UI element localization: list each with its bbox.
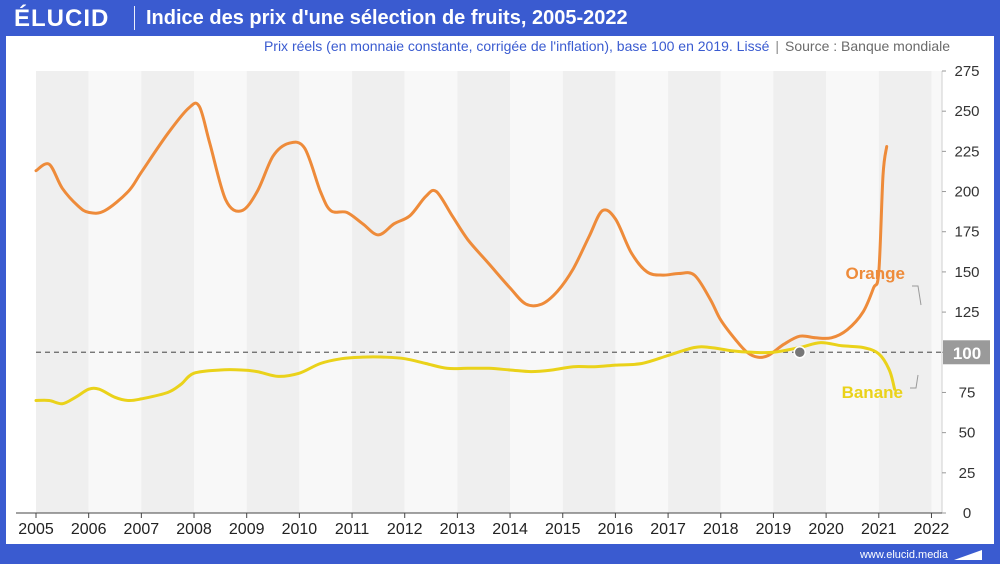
year-band-2009: [246, 71, 300, 513]
marker-group: [793, 346, 807, 359]
year-band-2019: [773, 71, 827, 513]
year-band-2006: [88, 71, 142, 513]
y-tick-label-250: 250: [954, 103, 979, 120]
year-band-2016: [615, 71, 669, 513]
annotation-leader-orange: [912, 285, 922, 306]
year-band-2012: [404, 71, 458, 513]
y-axis: 0 25 50 75 100 125 150 175 200 225 250 275: [941, 63, 990, 522]
series-line-banane: [34, 341, 897, 406]
reference-label-box: [943, 340, 990, 365]
y-tick-label-150: 150: [954, 264, 979, 281]
year-bands: [36, 71, 942, 513]
x-tick-label-2005: 2005: [18, 521, 54, 538]
y-tick-label-75: 75: [959, 384, 976, 401]
annotation-label-banane: Banane: [842, 383, 903, 402]
year-band-2022: [931, 71, 942, 513]
footer-url[interactable]: www.elucid.media: [859, 549, 948, 561]
x-tick-label-2008: 2008: [176, 521, 212, 538]
source-label: Source : Banque mondiale: [785, 38, 950, 54]
year-band-2013: [457, 71, 511, 513]
header-bar: ÉLUCID Indice des prix d'une sélection d…: [0, 0, 1000, 36]
x-tick-label-2019: 2019: [756, 521, 792, 538]
year-band-2015: [562, 71, 616, 513]
x-tick-label-2014: 2014: [492, 521, 528, 538]
series-line-orange: [34, 101, 889, 359]
x-tick-label-2018: 2018: [703, 521, 739, 538]
year-band-2014: [510, 71, 563, 513]
year-band-2010: [299, 71, 353, 513]
base-marker-point: [793, 346, 807, 359]
x-tick-label-2010: 2010: [282, 521, 318, 538]
header-divider: [134, 6, 135, 30]
year-band-2020: [826, 71, 879, 513]
x-tick-label-2012: 2012: [387, 521, 423, 538]
y-tick-label-275: 275: [954, 63, 979, 80]
x-tick-label-2015: 2015: [545, 521, 581, 538]
subtitle-separator: |: [775, 38, 779, 54]
x-tick-label-2022: 2022: [914, 521, 950, 538]
year-band-2011: [352, 71, 405, 513]
x-tick-label-2011: 2011: [335, 521, 370, 538]
x-tick-label-2021: 2021: [861, 521, 897, 538]
subtitle-text: Prix réels (en monnaie constante, corrig…: [263, 38, 770, 54]
chart-subtitle: Prix réels (en monnaie constante, corrig…: [264, 38, 950, 54]
chart-title: Indice des prix d'une sélection de fruit…: [146, 7, 628, 29]
annotation-leader-banane: [910, 374, 919, 389]
y-tick-label-0: 0: [963, 505, 971, 522]
year-band-2005: [36, 71, 89, 513]
x-tick-label-2016: 2016: [598, 521, 634, 538]
year-band-2017: [668, 71, 721, 513]
y-tick-label-50: 50: [959, 425, 976, 442]
x-axis: 2005 2006 2007 2008 2009 2010 2011 2012 2013 2014…: [16, 512, 950, 538]
y-tick-label-175: 175: [954, 224, 979, 241]
year-band-2007: [141, 71, 195, 513]
annotations-group: Orange Banane: [842, 264, 922, 402]
year-band-2021: [878, 71, 932, 513]
elucid-flag-icon: [954, 550, 982, 560]
year-band-2008: [194, 71, 247, 513]
y-tick-label-225: 225: [954, 143, 979, 160]
series-group: [34, 101, 897, 406]
y-tick-label-200: 200: [954, 184, 979, 201]
x-tick-label-2009: 2009: [229, 521, 265, 538]
y-tick-label-25: 25: [959, 465, 976, 482]
reference-label: 100: [953, 344, 981, 363]
x-tick-label-2017: 2017: [650, 521, 686, 538]
elucid-logo[interactable]: ÉLUCID: [14, 5, 110, 32]
y-tick-label-125: 125: [954, 304, 979, 321]
annotation-label-orange: Orange: [845, 264, 905, 283]
x-tick-label-2020: 2020: [808, 521, 844, 538]
year-band-2018: [720, 71, 774, 513]
x-tick-label-2006: 2006: [71, 521, 107, 538]
x-tick-label-2007: 2007: [124, 521, 160, 538]
x-tick-label-2013: 2013: [440, 521, 476, 538]
